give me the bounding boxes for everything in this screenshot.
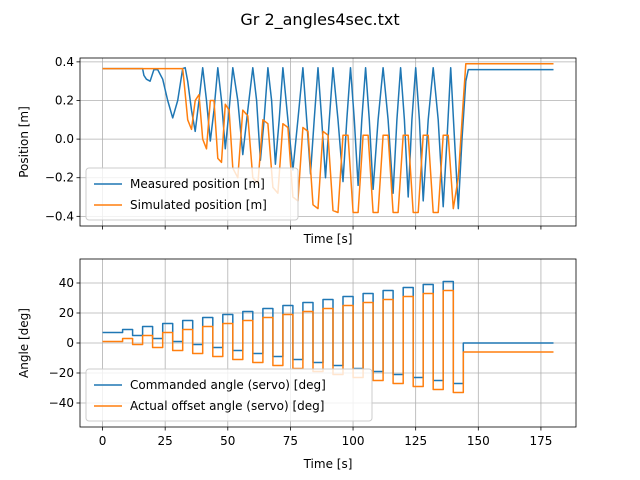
y-tick-label: −40	[49, 396, 74, 410]
legend-label: Commanded angle (servo) [deg]	[130, 378, 326, 392]
x-tick-label: 150	[467, 434, 490, 448]
y-tick-label: 0	[66, 336, 74, 350]
legend-label: Measured position [m]	[130, 177, 265, 191]
y-tick-label: 0.2	[55, 93, 74, 107]
x-axis-label: Time [s]	[303, 457, 353, 471]
x-tick-label: 50	[220, 434, 235, 448]
y-tick-label: −20	[49, 366, 74, 380]
legend-box	[85, 167, 299, 221]
x-tick-label: 175	[529, 434, 552, 448]
y-tick-label: 20	[59, 306, 74, 320]
legend-box	[85, 368, 373, 422]
series-line-simulated	[102, 289, 554, 394]
y-axis-label: Angle [deg]	[17, 308, 31, 378]
y-tick-label: 0.0	[55, 132, 74, 146]
x-tick-label: 100	[342, 434, 365, 448]
x-tick-label: 125	[404, 434, 427, 448]
y-axis-label: Position [m]	[17, 106, 31, 178]
x-axis-label: Time [s]	[303, 232, 353, 246]
legend-label: Simulated position [m]	[130, 198, 267, 212]
y-tick-label: −0.2	[45, 171, 74, 185]
y-tick-label: 0.4	[55, 55, 74, 69]
legend: Measured position [m] Simulated position …	[85, 167, 299, 221]
y-tick-label: 40	[59, 276, 74, 290]
series-line-simulated	[102, 63, 554, 214]
legend: Commanded angle (servo) [deg] Actual offs…	[85, 368, 373, 422]
x-tick-label: 75	[283, 434, 298, 448]
y-tick-label: −0.4	[45, 209, 74, 223]
angle-axes: 0 25 50 75 100 125 150 175 −40 −20 0 20 40 Time [s] An…	[17, 258, 577, 471]
x-tick-label: 0	[99, 434, 107, 448]
figure-title: Gr 2_angles4sec.txt	[240, 10, 399, 30]
series-line-measured	[102, 66, 554, 210]
legend-label: Actual offset angle (servo) [deg]	[130, 399, 324, 413]
position-axes: −0.4 −0.2 0.0 0.2 0.4 Time [s] Position [m] Mea…	[17, 55, 577, 246]
x-tick-label: 25	[158, 434, 173, 448]
axes-frame	[79, 57, 577, 227]
